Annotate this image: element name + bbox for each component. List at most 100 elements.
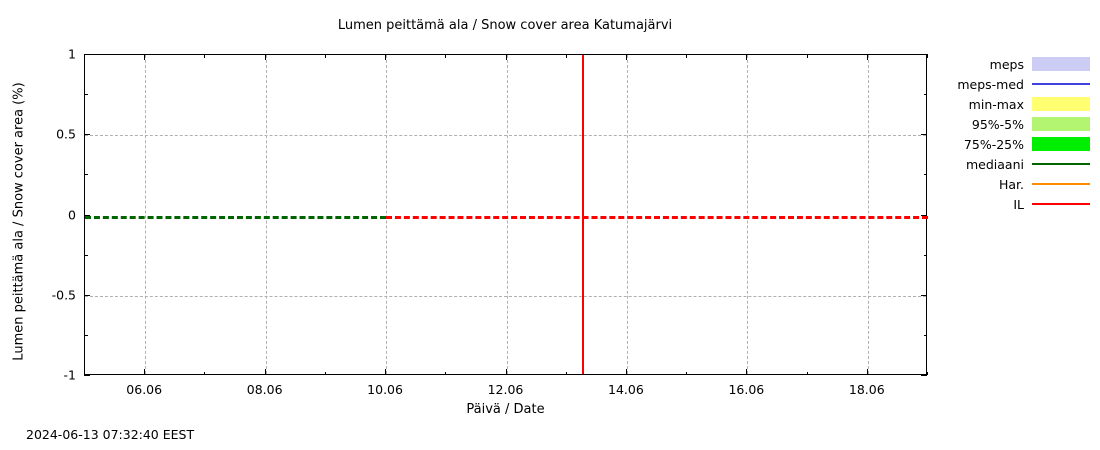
- x-tick-mark-minor: [927, 54, 928, 58]
- x-tick-mark: [625, 54, 627, 60]
- x-tick-mark: [746, 54, 748, 60]
- legend-item-min-max[interactable]: min-max: [940, 94, 1090, 114]
- x-tick-mark: [866, 369, 868, 375]
- x-tick-mark: [505, 54, 507, 60]
- x-gridline: [145, 55, 147, 374]
- legend-swatch-line: [1032, 83, 1090, 85]
- y-tick-mark: [84, 54, 90, 55]
- legend-item-har[interactable]: Har.: [940, 174, 1090, 194]
- y-tick-label: 0: [68, 207, 76, 222]
- y-tick-mark: [84, 214, 90, 216]
- y-gridline: [85, 295, 926, 297]
- x-axis-label: Päivä / Date: [466, 402, 545, 417]
- plot-area: [84, 54, 928, 375]
- x-tick-label: 06.06: [126, 382, 163, 397]
- legend-label: Har.: [998, 176, 1024, 192]
- legend-item-75-25[interactable]: 75%-25%: [940, 134, 1090, 154]
- legend-item-meps-med[interactable]: meps-med: [940, 74, 1090, 94]
- y-tick-mark: [84, 134, 90, 136]
- x-tick-mark-minor: [445, 371, 447, 375]
- x-tick-mark-minor: [806, 54, 808, 58]
- x-tick-label: 12.06: [487, 382, 524, 397]
- y-tick-label: 1: [68, 46, 76, 62]
- y-tick-mark-minor: [84, 174, 88, 176]
- y-tick-mark-minor: [923, 94, 927, 96]
- y-tick-mark: [84, 294, 90, 296]
- y-tick-mark: [921, 134, 927, 136]
- chart-legend: meps meps-med min-max 95%-5% 75%-25% mediaani…: [940, 54, 1090, 214]
- legend-label: 95%-5%: [971, 116, 1024, 132]
- x-tick-mark: [505, 369, 507, 375]
- legend-item-il[interactable]: IL: [940, 194, 1090, 214]
- x-gridline: [506, 55, 508, 374]
- x-tick-label: 08.06: [246, 382, 283, 397]
- legend-label: min-max: [968, 96, 1024, 112]
- legend-label: mediaani: [966, 156, 1024, 172]
- x-tick-mark-minor: [806, 371, 808, 375]
- legend-item-95-5[interactable]: 95%-5%: [940, 114, 1090, 134]
- x-tick-label: 18.06: [848, 382, 885, 397]
- x-tick-mark-minor: [84, 371, 85, 375]
- x-tick-mark-minor: [927, 371, 928, 375]
- x-tick-mark-minor: [324, 371, 326, 375]
- x-tick-label: 10.06: [367, 382, 403, 397]
- y-tick-mark-minor: [84, 334, 88, 336]
- y-tick-label: -1: [63, 367, 76, 383]
- x-tick-label: 14.06: [608, 382, 644, 397]
- y-tick-mark: [921, 54, 927, 55]
- x-gridline: [867, 55, 869, 374]
- series-mediaani: [85, 215, 387, 219]
- x-tick-mark: [385, 369, 387, 375]
- x-tick-mark-minor: [204, 54, 206, 58]
- x-gridline: [386, 55, 388, 374]
- x-tick-mark: [144, 369, 146, 375]
- x-tick-label: 16.06: [728, 382, 765, 397]
- legend-label: meps-med: [957, 76, 1024, 92]
- y-tick-label: -0.5: [51, 287, 76, 303]
- legend-swatch-line: [1032, 203, 1090, 205]
- x-tick-mark: [385, 54, 387, 60]
- x-gridline: [747, 55, 749, 374]
- x-tick-mark: [625, 369, 627, 375]
- y-tick-mark-minor: [84, 254, 88, 256]
- y-tick-mark: [921, 294, 927, 296]
- legend-label: 75%-25%: [963, 136, 1024, 152]
- legend-item-mediaani[interactable]: mediaani: [940, 154, 1090, 174]
- x-gridline: [626, 55, 628, 374]
- y-tick-mark-minor: [923, 254, 927, 256]
- x-tick-mark-minor: [686, 371, 688, 375]
- page-title: Lumen peittämä ala / Snow cover area Kat…: [337, 18, 673, 33]
- x-tick-mark-minor: [324, 54, 326, 58]
- y-gridline: [85, 135, 926, 137]
- x-tick-mark-minor: [565, 371, 567, 375]
- y-tick-mark: [921, 214, 927, 216]
- y-tick-mark-minor: [84, 94, 88, 96]
- legend-swatch-patch: [1032, 57, 1090, 71]
- x-tick-mark: [264, 369, 266, 375]
- series-il: [386, 215, 928, 219]
- x-tick-mark-minor: [686, 54, 688, 58]
- y-tick-mark: [84, 375, 90, 376]
- x-tick-mark: [866, 54, 868, 60]
- timestamp-label: 2024-06-13 07:32:40 EEST: [26, 427, 195, 442]
- legend-item-meps[interactable]: meps: [940, 54, 1090, 74]
- y-tick-mark-minor: [923, 334, 927, 336]
- legend-label: meps: [989, 56, 1024, 72]
- legend-swatch-patch: [1032, 97, 1090, 111]
- x-gridline: [265, 55, 267, 374]
- x-tick-mark: [144, 54, 146, 60]
- legend-swatch-patch: [1032, 137, 1090, 151]
- legend-swatch-patch: [1032, 117, 1090, 131]
- x-tick-mark-minor: [565, 54, 567, 58]
- legend-label: IL: [1013, 196, 1024, 212]
- y-tick-label: 0.5: [56, 126, 76, 142]
- x-tick-mark-minor: [445, 54, 447, 58]
- y-tick-mark-minor: [923, 174, 927, 176]
- x-tick-mark: [746, 369, 748, 375]
- x-tick-mark-minor: [204, 371, 206, 375]
- plot-inner: [85, 55, 928, 374]
- legend-swatch-line: [1032, 163, 1090, 165]
- series-il-time-marker: [581, 55, 584, 374]
- legend-swatch-line: [1032, 183, 1090, 185]
- x-tick-mark-minor: [84, 54, 85, 58]
